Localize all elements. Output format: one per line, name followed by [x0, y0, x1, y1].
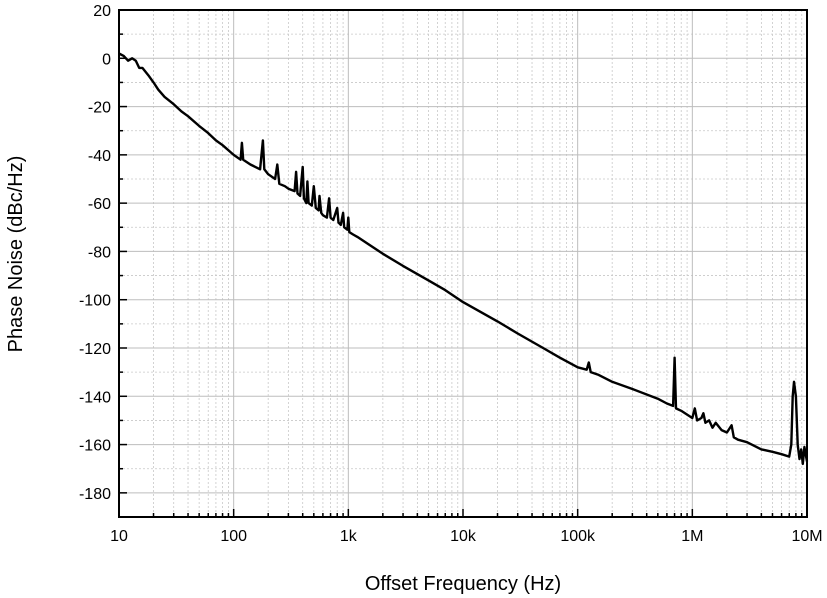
- y-tick-label: 20: [93, 3, 111, 20]
- y-tick-label: -80: [88, 244, 111, 261]
- y-tick-label: 0: [102, 51, 111, 68]
- y-tick-label: -180: [79, 486, 111, 503]
- y-axis-label: Phase Noise (dBc/Hz): [5, 156, 27, 353]
- series-layer: [118, 52, 809, 466]
- y-tick-labels: 20 0 -20 -40 -60 -80 -100 -120 -140 -160 -180: [79, 3, 111, 503]
- y-tick-label: -100: [79, 293, 111, 310]
- axis-ticks: [118, 9, 808, 518]
- y-tick-label: -120: [79, 341, 111, 358]
- y-tick-label: -40: [88, 148, 111, 165]
- x-tick-label: 100: [220, 528, 247, 545]
- y-tick-label: -20: [88, 100, 111, 117]
- phase-noise-line: [118, 52, 809, 466]
- x-tick-label: 1k: [340, 528, 358, 545]
- y-tick-label: -160: [79, 438, 111, 455]
- x-tick-label: 100k: [560, 528, 596, 545]
- x-tick-label: 10k: [450, 528, 477, 545]
- y-tick-label: -140: [79, 389, 111, 406]
- x-tick-label: 10M: [791, 528, 822, 545]
- x-tick-labels: 10 100 1k 10k 100k 1M 10M: [110, 528, 822, 545]
- x-axis-label: Offset Frequency (Hz): [365, 573, 561, 595]
- y-tick-label: -60: [88, 196, 111, 213]
- x-tick-label: 10: [110, 528, 128, 545]
- x-tick-label: 1M: [681, 528, 703, 545]
